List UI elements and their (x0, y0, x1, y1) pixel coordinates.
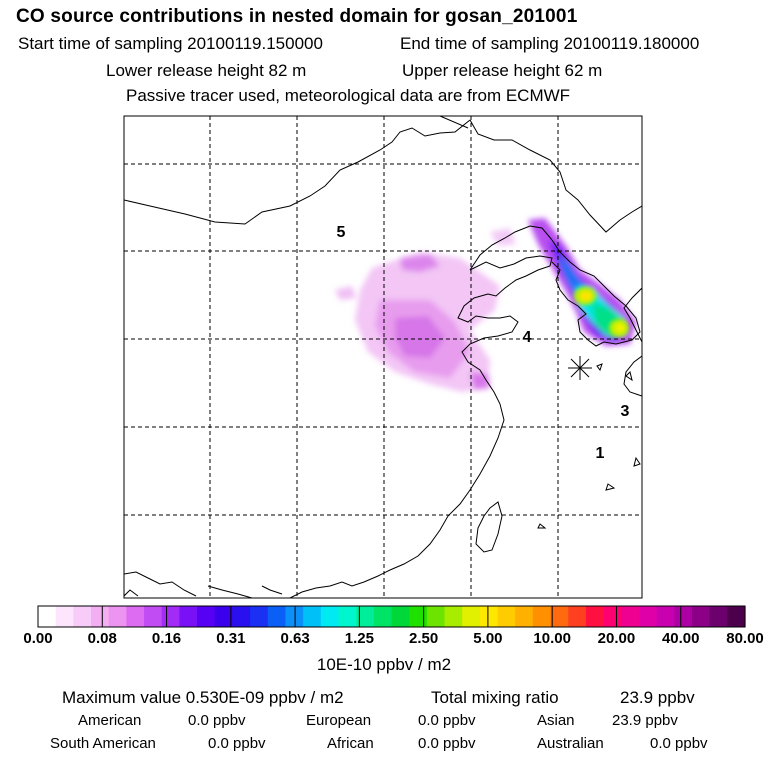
colorbar-swatch (515, 606, 534, 627)
colorbar-swatch (709, 606, 728, 627)
european-label: European (306, 712, 372, 729)
colorbar-swatch (91, 606, 110, 627)
colorbar-swatch (409, 606, 428, 627)
colorbar-swatch (108, 606, 127, 627)
region-label-1: 1 (596, 445, 605, 462)
colorbar-tick-label: 0.00 (23, 630, 53, 647)
lat-lon-grid (124, 116, 642, 598)
asian-label: Asian (537, 712, 575, 729)
african-label: African (327, 735, 374, 752)
colorbar-swatch (656, 606, 675, 627)
colorbar-swatch (391, 606, 410, 627)
colorbar-tick-label: 0.63 (280, 630, 310, 647)
colorbar (38, 606, 746, 627)
colorbar-swatch (373, 606, 393, 627)
colorbar-swatch (462, 606, 481, 627)
map-frame (123, 115, 643, 599)
south-american-value: 0.0 ppbv (208, 735, 266, 752)
end-time-label: End time of sampling 20100119.180000 (400, 34, 700, 53)
colorbar-tick-label: 0.16 (151, 630, 182, 647)
colorbar-swatch (55, 606, 74, 627)
colorbar-swatch (603, 606, 622, 627)
colorbar-swatch (126, 606, 145, 627)
colorbar-swatch (179, 606, 198, 627)
tracer-note: Passive tracer used, meteorological data… (126, 86, 571, 105)
colorbar-swatch (267, 606, 287, 627)
colorbar-swatch (285, 606, 304, 627)
colorbar-dividers (101, 606, 682, 627)
colorbar-swatch (250, 606, 269, 627)
concentration-hotspots (574, 287, 629, 337)
colorbar-swatch (532, 606, 552, 627)
african-value: 0.0 ppbv (418, 735, 476, 752)
colorbar-swatch (197, 606, 216, 627)
colorbar-tick-label: 0.31 (216, 630, 246, 647)
colorbar-swatch (73, 606, 92, 627)
maximum-value: Maximum value 0.530E-09 ppbv / m2 (62, 688, 344, 707)
colorbar-swatch (232, 606, 251, 627)
asian-value: 23.9 ppbv (612, 712, 678, 729)
region-label-3: 3 (621, 403, 630, 420)
colorbar-swatch (497, 606, 516, 627)
colorbar-swatch (214, 606, 234, 627)
region-label-4: 4 (523, 329, 532, 346)
colorbar-swatch (550, 606, 569, 627)
colorbar-tick-label: 40.00 (661, 630, 700, 647)
colorbar-tick-label: 5.00 (473, 630, 503, 647)
colorbar-tick-label: 2.50 (409, 630, 439, 647)
colorbar-swatch (338, 606, 357, 627)
colorbar-tick-label: 10.00 (533, 630, 571, 647)
colorbar-swatch (621, 606, 640, 627)
colorbar-tick-label: 1.25 (344, 630, 374, 647)
colorbar-swatch (727, 606, 746, 627)
colorbar-tick-label: 80.00 (726, 630, 764, 647)
start-time-label: Start time of sampling 20100119.150000 (18, 34, 323, 53)
colorbar-swatch (356, 606, 375, 627)
colorbar-swatch (444, 606, 463, 627)
total-mixing-ratio-label: Total mixing ratio (431, 688, 559, 707)
american-value: 0.0 ppbv (188, 712, 246, 729)
map-content (124, 116, 642, 598)
plot-title: CO source contributions in nested domain… (16, 6, 578, 27)
region-label-5: 5 (337, 224, 346, 241)
colorbar-swatch (303, 606, 322, 627)
colorbar-swatch (38, 606, 57, 627)
colorbar-swatch (568, 606, 587, 627)
colorbar-swatch (320, 606, 340, 627)
australian-label: Australian (537, 735, 604, 752)
colorbar-swatch (691, 606, 711, 627)
colorbar-swatch (161, 606, 180, 627)
colorbar-swatch (144, 606, 163, 627)
colorbar-swatch (585, 606, 605, 627)
colorbar-tick-label: 20.00 (597, 630, 636, 647)
colorbar-swatch (638, 606, 658, 627)
colorbar-swatch (479, 606, 499, 627)
colorbar-frame (37, 605, 746, 628)
colorbar-tick-label: 0.08 (87, 630, 117, 647)
colorbar-swatch (426, 606, 446, 627)
concentration-plume (335, 218, 636, 392)
colorbar-swatch (674, 606, 693, 627)
coastlines (124, 116, 642, 598)
upper-release-height: Upper release height 62 m (402, 61, 603, 80)
south-american-label: South American (50, 735, 156, 752)
receptor-asterisk-icon (568, 356, 592, 380)
total-mixing-ratio-value: 23.9 ppbv (620, 688, 695, 707)
colorbar-unit: 10E-10 ppbv / m2 (316, 655, 452, 674)
european-value: 0.0 ppbv (418, 712, 476, 729)
american-label: American (78, 712, 142, 729)
lower-release-height: Lower release height 82 m (106, 61, 307, 80)
australian-value: 0.0 ppbv (650, 735, 708, 752)
